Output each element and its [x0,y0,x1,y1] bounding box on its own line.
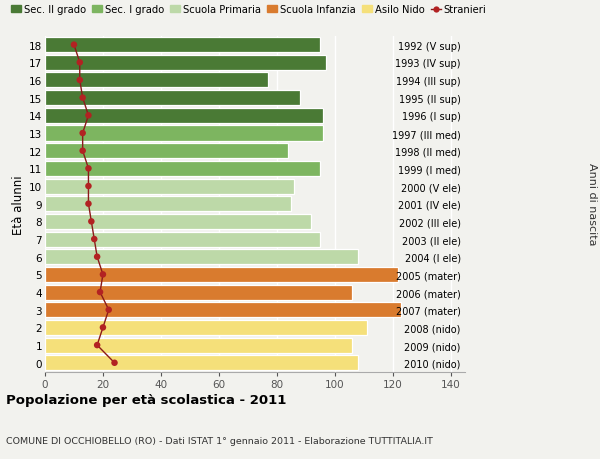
Bar [45,73,268,88]
Point [78,130,88,137]
Point [110,359,119,367]
Point [98,271,108,279]
Point [78,95,88,102]
Point [92,341,102,349]
Point [83,165,93,173]
Bar [45,214,311,230]
Bar [45,267,398,282]
Point [92,253,102,261]
Bar [45,197,291,212]
Text: Popolazione per età scolastica - 2011: Popolazione per età scolastica - 2011 [6,393,286,406]
Bar [45,320,367,335]
Y-axis label: Età alunni: Età alunni [12,174,25,234]
Point [78,148,88,155]
Bar [45,250,358,265]
Bar [45,144,289,159]
Bar [45,338,352,353]
Text: COMUNE DI OCCHIOBELLO (RO) - Dati ISTAT 1° gennaio 2011 - Elaborazione TUTTITALI: COMUNE DI OCCHIOBELLO (RO) - Dati ISTAT … [6,436,433,445]
Point [98,324,108,331]
Point [95,289,105,296]
Point [75,60,85,67]
Bar [45,355,358,370]
Bar [45,38,320,53]
Bar [45,109,323,123]
Bar [45,91,300,106]
Point [86,218,96,225]
Point [75,77,85,84]
Point [83,201,93,208]
Point [89,236,99,243]
Bar [45,162,320,176]
Point [83,112,93,120]
Bar [45,285,352,300]
Bar [45,126,323,141]
Point [104,307,113,314]
Bar [45,302,401,318]
Legend: Sec. II grado, Sec. I grado, Scuola Primaria, Scuola Infanzia, Asilo Nido, Stran: Sec. II grado, Sec. I grado, Scuola Prim… [11,5,487,15]
Text: Anni di nascita: Anni di nascita [587,163,597,246]
Bar [45,232,320,247]
Bar [45,56,326,71]
Bar [45,179,294,194]
Point [69,42,79,49]
Point [83,183,93,190]
